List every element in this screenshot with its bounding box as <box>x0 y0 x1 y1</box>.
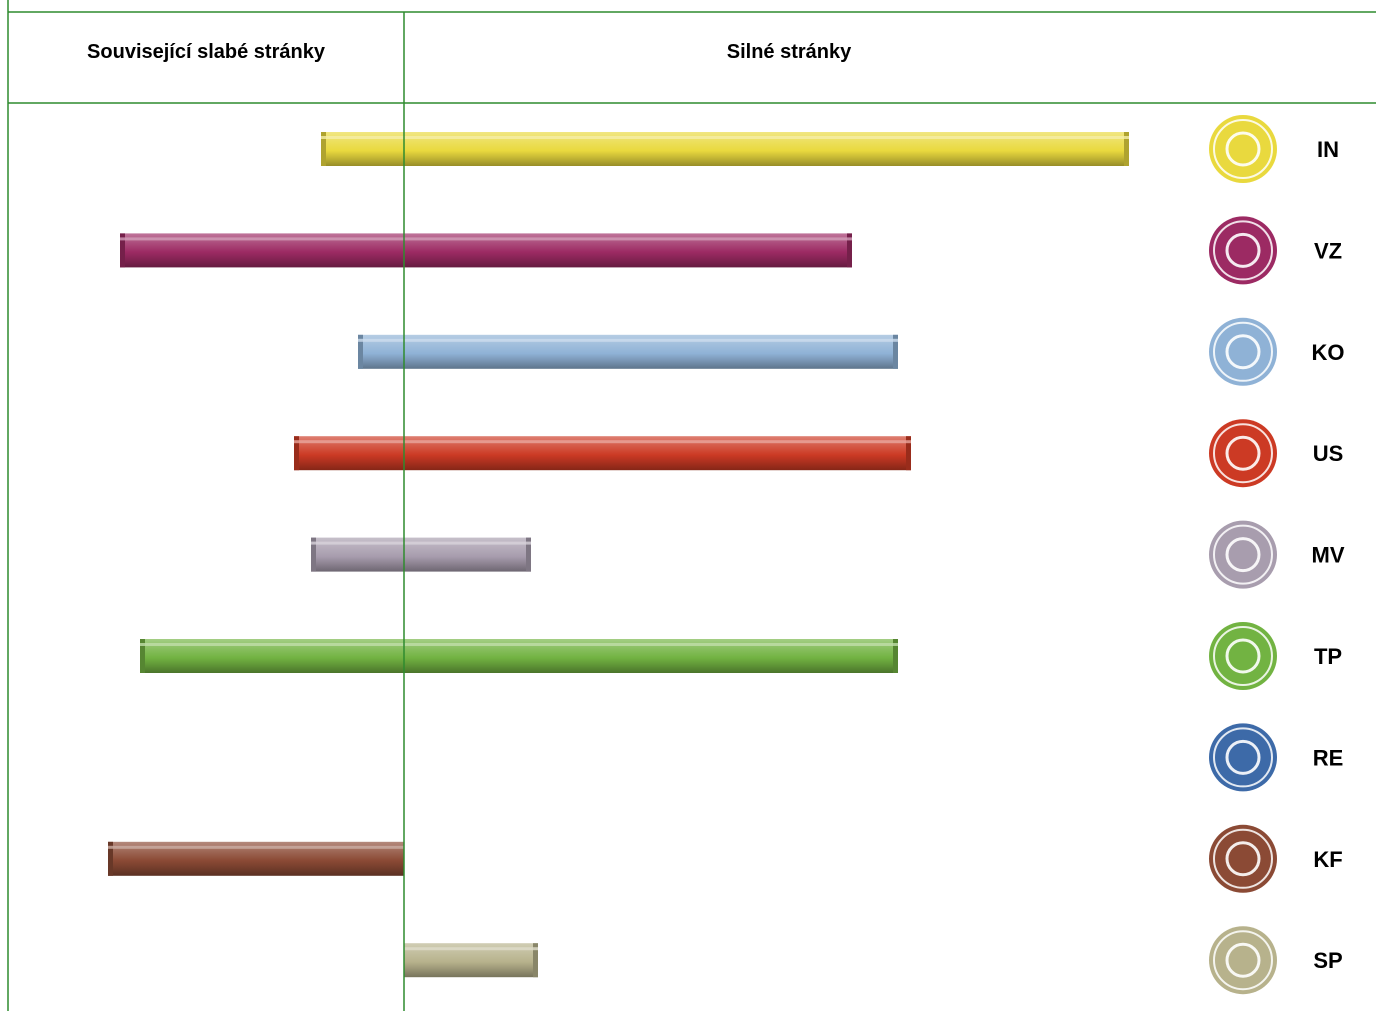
bar-highlight <box>120 237 404 241</box>
bar-highlight <box>108 845 404 849</box>
category-label-in: IN <box>1317 137 1339 162</box>
bar-highlight <box>294 440 404 444</box>
gears-icon <box>1209 723 1277 792</box>
bar-cap <box>358 334 363 369</box>
category-label-ko: KO <box>1312 340 1345 365</box>
eye-icon <box>1209 520 1277 589</box>
bar-cap <box>893 334 898 369</box>
bar-cap <box>533 943 538 978</box>
category-label-mv: MV <box>1312 543 1345 568</box>
header-strengths: Silné stránky <box>727 41 852 63</box>
bar-highlight <box>321 136 404 139</box>
category-labels: IN VZ KO US MV TP RE KF SP <box>1312 137 1345 973</box>
icons-group <box>1209 115 1277 995</box>
bar-highlight <box>404 643 898 646</box>
category-label-tp: TP <box>1314 644 1342 669</box>
bar-cap <box>906 436 911 471</box>
bar-cap <box>321 132 326 166</box>
bar-cap <box>1124 132 1129 166</box>
bars-group <box>108 132 1129 978</box>
bar-highlight <box>311 541 404 545</box>
header-weaknesses: Související slabé stránky <box>87 41 326 63</box>
bar-highlight <box>404 136 1129 139</box>
category-label-re: RE <box>1313 745 1344 770</box>
bar-cap <box>294 436 299 471</box>
bar-cap <box>526 537 531 572</box>
bar-highlight <box>140 643 404 646</box>
magnet-icon <box>1209 926 1277 995</box>
people-icon <box>1209 622 1277 690</box>
telephone-icon <box>1209 216 1277 285</box>
bar-highlight <box>358 338 404 342</box>
category-label-kf: KF <box>1313 847 1342 872</box>
category-label-us: US <box>1313 441 1344 466</box>
wrench-hand-icon <box>1209 824 1277 893</box>
bar-cap <box>108 841 113 876</box>
bar-highlight <box>404 947 538 951</box>
bar-cap <box>847 233 852 268</box>
bar-cap <box>140 639 145 673</box>
bar-cap <box>120 233 125 268</box>
whip-icon <box>1209 419 1277 488</box>
bar-cap <box>311 537 316 572</box>
lightbulb-icon <box>1209 115 1277 183</box>
bar-highlight <box>404 440 911 444</box>
category-label-vz: VZ <box>1314 238 1342 263</box>
category-label-sp: SP <box>1313 948 1342 973</box>
bar-highlight <box>404 541 531 545</box>
person-icon <box>1209 317 1277 386</box>
bar-highlight <box>404 237 852 241</box>
bar-cap <box>893 639 898 673</box>
bar-highlight <box>404 338 898 342</box>
